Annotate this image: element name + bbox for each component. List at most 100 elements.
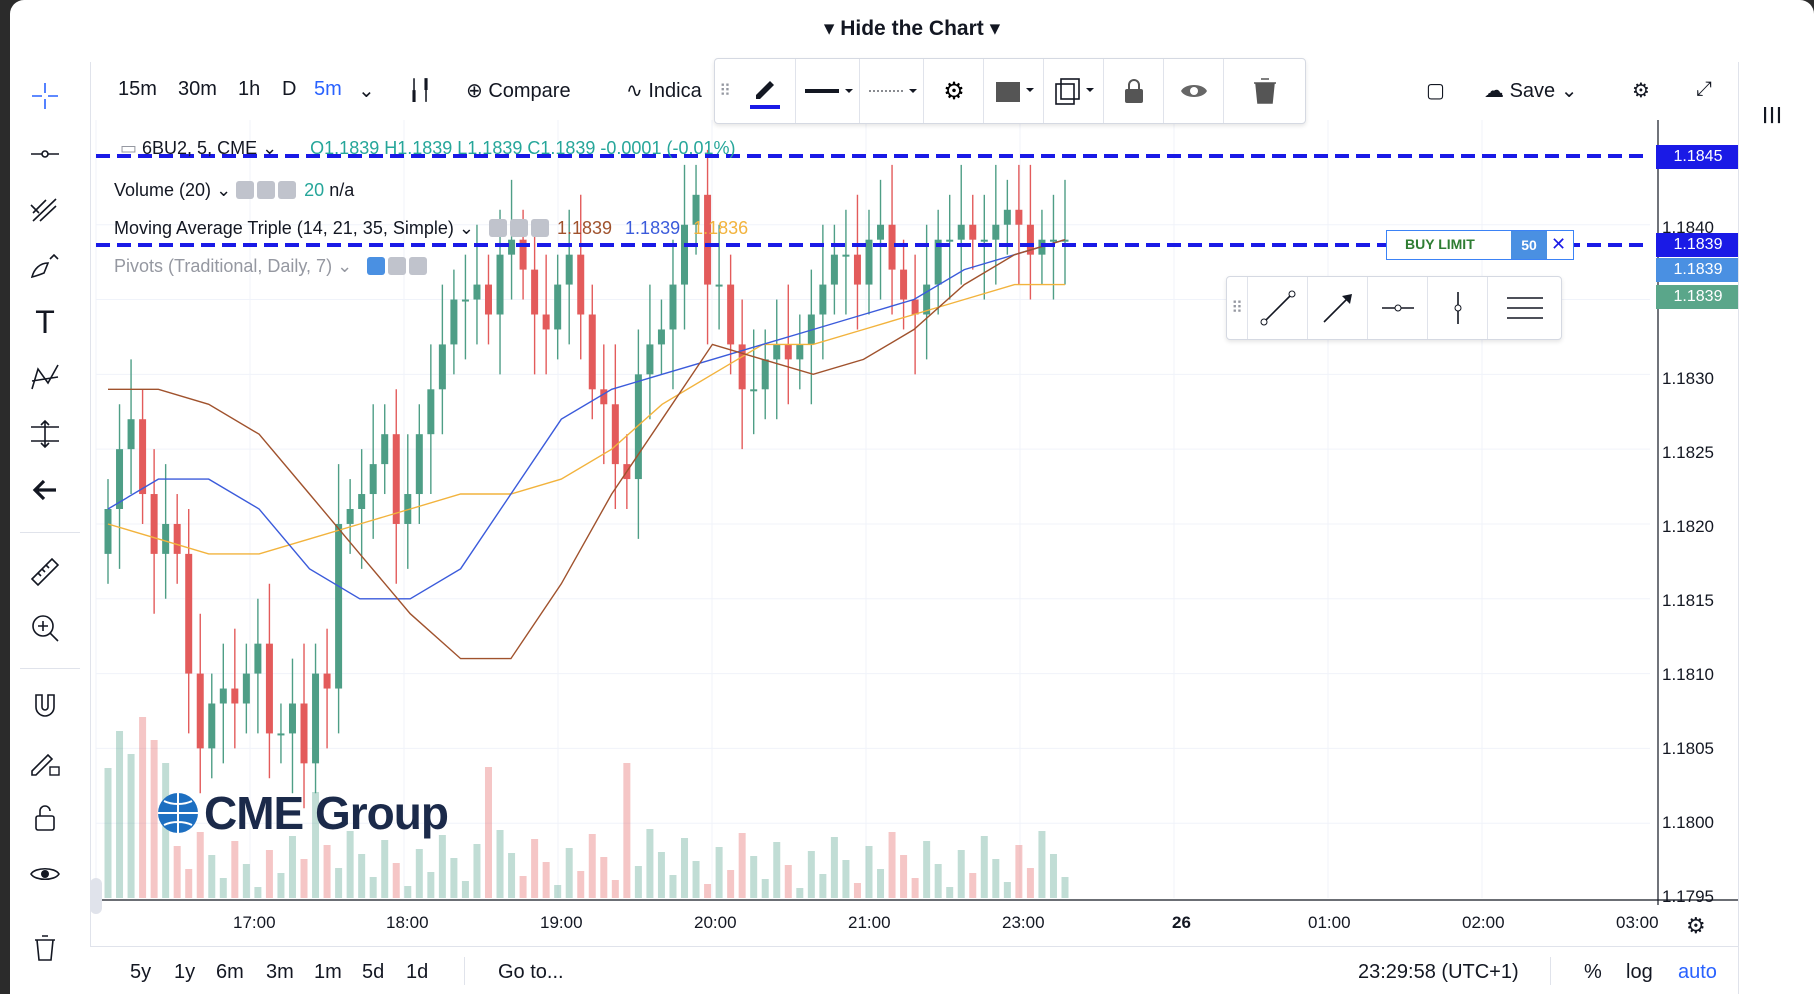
price-label-order[interactable]: 1.1839 xyxy=(1656,233,1740,257)
volume-legend: Volume (20) ⌄ 20 n/a xyxy=(114,180,355,200)
drag-handle-icon[interactable]: ⠿ xyxy=(1231,300,1243,317)
range-6m[interactable]: 6m xyxy=(216,961,244,983)
eye-icon[interactable] xyxy=(488,219,507,237)
pattern-icon[interactable] xyxy=(25,358,65,398)
settings-icon[interactable] xyxy=(257,181,276,199)
eye-icon[interactable] xyxy=(236,181,255,199)
pivots-label[interactable]: Pivots (Traditional, Daily, 7) xyxy=(114,256,333,276)
candle-body xyxy=(508,239,516,255)
indicators-button[interactable]: ∿ Indica xyxy=(626,80,702,102)
volume-bar xyxy=(150,740,158,898)
settings-icon[interactable]: ⚙ xyxy=(923,59,984,123)
price-label-alert[interactable]: 1.1845 xyxy=(1656,145,1740,169)
line-width-icon[interactable] xyxy=(795,59,860,123)
fullscreen-icon[interactable]: ⤢ xyxy=(1696,78,1712,100)
interval-30m[interactable]: 30m xyxy=(178,78,217,100)
range-3m[interactable]: 3m xyxy=(266,961,294,983)
lock-drawing-icon[interactable] xyxy=(25,742,65,782)
interval-1h[interactable]: 1h xyxy=(238,78,261,100)
projection-icon[interactable] xyxy=(25,414,65,454)
interval-15m[interactable]: 15m xyxy=(118,78,157,100)
goto-button[interactable]: Go to... xyxy=(498,961,564,983)
trash-icon[interactable] xyxy=(25,928,65,968)
visibility-icon[interactable] xyxy=(1163,59,1224,123)
clone-icon[interactable] xyxy=(1043,59,1104,123)
hide-chart-button[interactable]: ▾ Hide the Chart ▾ xyxy=(823,17,1001,40)
text-tool-icon[interactable]: T xyxy=(35,303,55,340)
pitchfork-icon[interactable] xyxy=(25,190,65,230)
template-icon[interactable] xyxy=(983,59,1044,123)
range-5y[interactable]: 5y xyxy=(130,961,152,983)
ruler-icon[interactable] xyxy=(25,552,65,592)
chevron-down-icon[interactable]: ⌄ xyxy=(358,80,375,102)
close-icon[interactable]: ✕ xyxy=(1551,234,1567,254)
order-qty[interactable]: 50 xyxy=(1511,231,1547,259)
save-label: Save xyxy=(1509,80,1556,102)
hidden-icon[interactable] xyxy=(367,257,386,275)
settings-icon[interactable] xyxy=(388,257,407,275)
range-5d[interactable]: 5d xyxy=(362,961,385,983)
close-icon[interactable] xyxy=(409,257,428,275)
volume-bar xyxy=(623,763,631,898)
crosshair-icon[interactable] xyxy=(25,76,65,116)
horizontal-line-icon[interactable] xyxy=(25,134,65,174)
symbol-name[interactable]: 6BU2, 5, CME xyxy=(142,138,258,158)
save-button[interactable]: ☁ Save ⌄ xyxy=(1484,80,1578,102)
scale-settings-icon[interactable]: ⚙ xyxy=(1686,913,1706,938)
zoom-in-icon[interactable] xyxy=(25,608,65,648)
range-1m[interactable]: 1m xyxy=(314,961,342,983)
compare-button[interactable]: ⊕ Compare xyxy=(466,80,571,102)
clock-time[interactable]: 23:29:58 (UTC+1) xyxy=(1358,961,1519,983)
watchlist-icon[interactable]: ☰ xyxy=(1758,105,1784,125)
buy-limit-order[interactable]: BUY LIMIT 50 ✕ xyxy=(1386,230,1574,260)
range-1y[interactable]: 1y xyxy=(174,961,196,983)
candle-type-icon[interactable]: ╽╿ xyxy=(408,80,433,102)
lock-icon[interactable] xyxy=(1103,59,1164,123)
close-icon[interactable] xyxy=(278,181,297,199)
candle-body xyxy=(900,269,908,300)
volume-label[interactable]: Volume (20) xyxy=(114,180,212,200)
close-icon[interactable] xyxy=(530,219,549,237)
volume-bar xyxy=(542,862,550,898)
back-arrow-icon[interactable] xyxy=(25,470,65,510)
candle-body xyxy=(265,643,273,734)
volume-bar xyxy=(300,859,308,898)
gear-icon[interactable]: ⚙ xyxy=(1632,80,1650,102)
candle-body xyxy=(761,359,769,390)
interval-d[interactable]: D xyxy=(282,78,297,100)
unlock-icon[interactable] xyxy=(25,798,65,838)
auto-toggle[interactable]: auto xyxy=(1678,961,1717,983)
volume-bar xyxy=(888,832,896,898)
vertical-line-icon[interactable] xyxy=(1427,277,1488,339)
settings-icon[interactable] xyxy=(509,219,528,237)
price-chart[interactable] xyxy=(10,0,1814,994)
drag-handle-icon[interactable]: ⠿ xyxy=(719,83,731,100)
volume-bar xyxy=(381,840,389,898)
line-style-icon[interactable] xyxy=(859,59,924,123)
arrow-line-icon[interactable] xyxy=(1307,277,1368,339)
candle-body xyxy=(254,643,262,674)
delete-icon[interactable] xyxy=(1223,59,1306,123)
percent-toggle[interactable]: % xyxy=(1584,961,1602,983)
eye-icon[interactable] xyxy=(25,854,65,894)
log-toggle[interactable]: log xyxy=(1626,961,1653,983)
rectangle-icon[interactable]: ▢ xyxy=(1426,80,1445,102)
brush-icon[interactable] xyxy=(25,246,65,286)
volume-bar xyxy=(634,866,642,898)
trend-line-icon[interactable] xyxy=(1247,277,1308,339)
parallel-channel-icon[interactable] xyxy=(1487,277,1562,339)
y-tick: 1.1840 xyxy=(1662,218,1714,237)
horizontal-ray-icon[interactable] xyxy=(1367,277,1428,339)
collapse-icon[interactable]: ▭ xyxy=(120,138,138,158)
candle-body xyxy=(819,284,827,315)
magnet-icon[interactable] xyxy=(25,686,65,726)
pencil-color-icon[interactable] xyxy=(735,59,795,123)
y-tick: 1.1825 xyxy=(1662,443,1714,462)
cme-logo: CME Group xyxy=(156,786,449,840)
volume-bar xyxy=(369,877,377,898)
range-1d[interactable]: 1d xyxy=(406,961,429,983)
left-toolbar: T xyxy=(10,62,91,994)
interval-active[interactable]: 5m xyxy=(314,78,342,100)
ma-value-2: 1.1839 xyxy=(625,218,681,238)
ma-label[interactable]: Moving Average Triple (14, 21, 35, Simpl… xyxy=(114,218,454,238)
